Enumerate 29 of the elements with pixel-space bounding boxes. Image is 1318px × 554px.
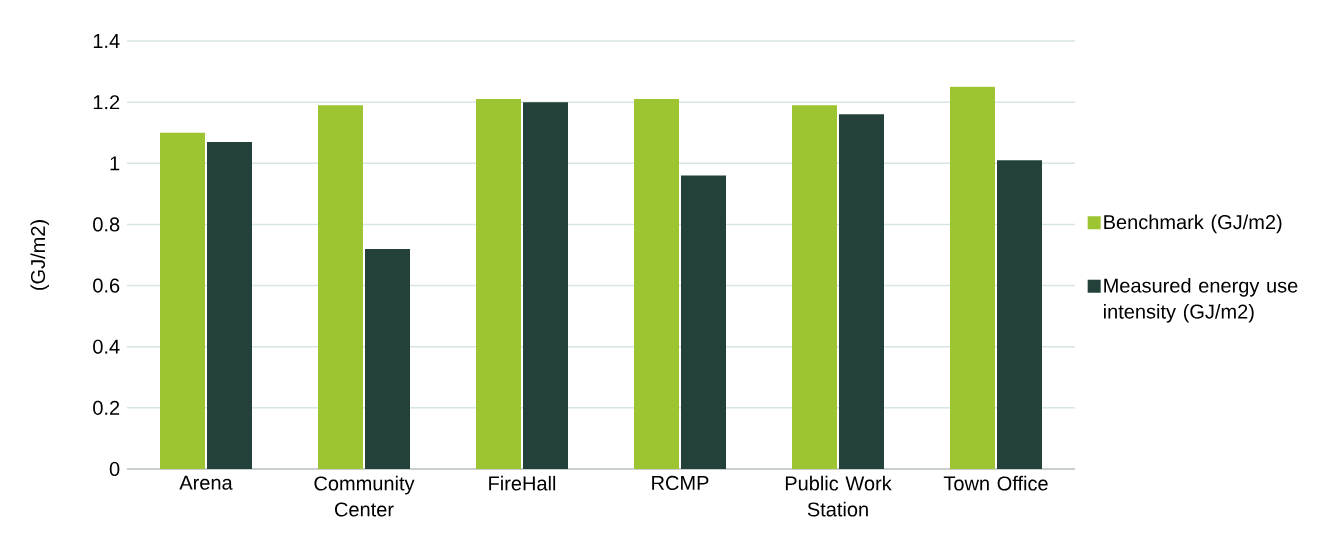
- y-tick-label: 0.6: [93, 278, 120, 293]
- x-tick-label: Public Work Station: [785, 475, 892, 517]
- bar: [634, 99, 679, 469]
- y-tick-label: 0.8: [93, 217, 120, 232]
- y-tick-label: 1: [110, 156, 120, 171]
- bar: [949, 86, 995, 469]
- bar: [838, 114, 884, 469]
- y-tick-label: 1.4: [93, 34, 120, 48]
- y-tick-label: 0.4: [93, 339, 120, 354]
- bar: [996, 160, 1042, 469]
- x-tick-label: FireHall: [489, 475, 556, 491]
- bar: [681, 175, 726, 469]
- x-tick-label: Community Center: [314, 475, 415, 517]
- y-tick-label: 0.2: [93, 400, 120, 415]
- bar: [792, 105, 837, 469]
- legend-label: Benchmark (GJ/m2): [1104, 214, 1282, 234]
- bar: [207, 141, 253, 469]
- bar: [476, 99, 521, 469]
- bar: [160, 132, 206, 469]
- bar: [523, 102, 568, 469]
- bar: [365, 248, 411, 469]
- y-tick-label: 1.2: [93, 95, 120, 110]
- x-tick-label: Town Office: [943, 475, 1048, 491]
- x-tick-label: Arena: [179, 475, 233, 490]
- y-axis-title: (GJ/m2): [30, 220, 50, 290]
- legend-label: Measured energy use intensity (GJ/m2): [1104, 277, 1298, 323]
- bar: [318, 105, 364, 469]
- x-tick-label: RCMP: [652, 475, 709, 491]
- y-tick-label: 0: [109, 461, 120, 477]
